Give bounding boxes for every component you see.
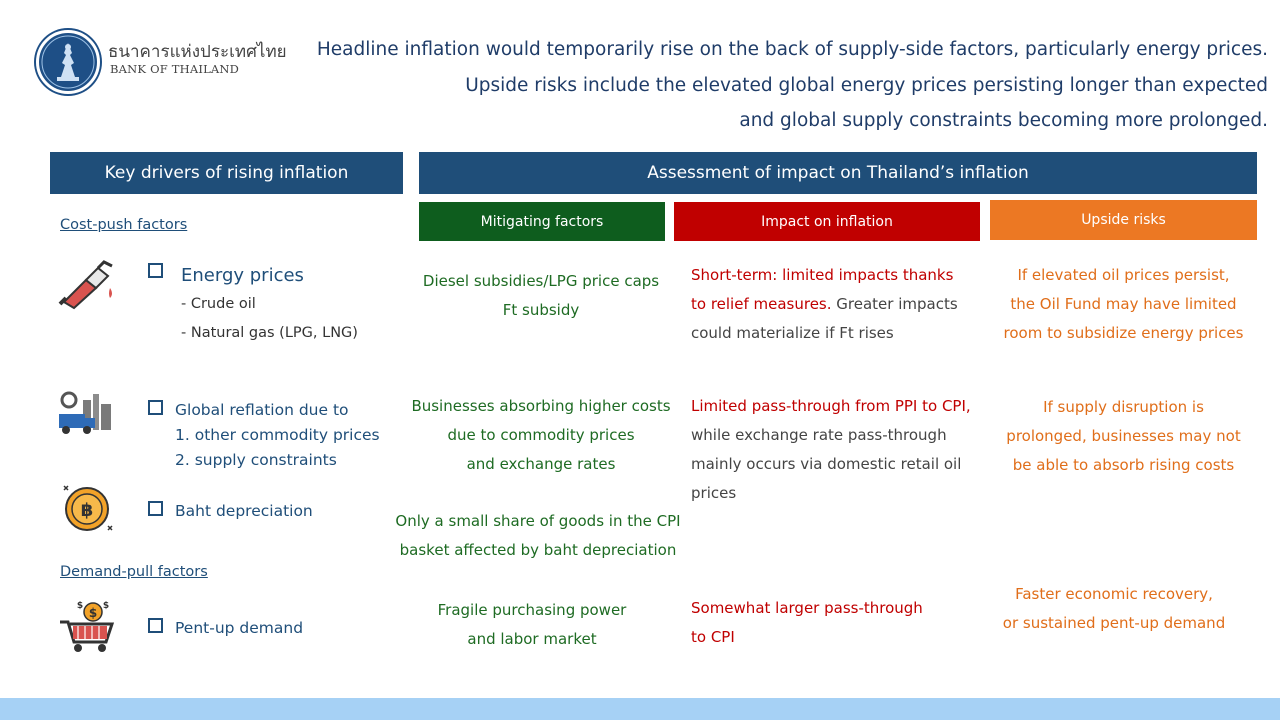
mitigating-reflation: Businesses absorbing higher costs due to… bbox=[411, 397, 671, 473]
baht-depreciation-checkbox bbox=[148, 501, 163, 516]
mitigating-energy: Diesel subsidies/LPG price caps Ft subsi… bbox=[422, 272, 660, 319]
reflation-item-supply: 2. supply constraints bbox=[175, 451, 337, 469]
energy-prices-title: Energy prices bbox=[181, 265, 304, 286]
factory-truck-icon bbox=[57, 390, 115, 440]
pent-up-demand-title: Pent-up demand bbox=[175, 619, 304, 637]
reflation-item-commodity: 1. other commodity prices bbox=[175, 426, 380, 444]
mitigating-baht: Only a small share of goods in the CPI b… bbox=[395, 512, 681, 559]
impact-pent-up: Somewhat larger pass-through to CPI bbox=[691, 599, 923, 646]
svg-text:$: $ bbox=[103, 601, 109, 611]
demand-pull-factors-label: Demand-pull factors bbox=[60, 564, 208, 580]
natural-gas-item: - Natural gas (LPG, LNG) bbox=[181, 325, 358, 341]
upside-pent-up: Faster economic recovery, or sustained p… bbox=[1002, 585, 1226, 632]
upside-risks-header: Upside risks bbox=[990, 200, 1257, 240]
headline: Headline inflation would temporarily ris… bbox=[288, 32, 1268, 139]
drivers-header: Key drivers of rising inflation bbox=[50, 152, 403, 194]
shopping-cart-money-icon: $ $ $ bbox=[58, 600, 116, 652]
footer-band bbox=[0, 698, 1280, 720]
baht-coin-icon: ฿ bbox=[60, 482, 118, 532]
crude-oil-item: - Crude oil bbox=[181, 296, 256, 312]
fuel-nozzle-icon bbox=[56, 258, 114, 310]
svg-text:$: $ bbox=[89, 606, 97, 620]
headline-line-3: and global supply constraints becoming m… bbox=[739, 110, 1268, 131]
mitigating-pent-up: Fragile purchasing power and labor marke… bbox=[437, 601, 627, 648]
impact-on-inflation-header: Impact on inflation bbox=[674, 202, 980, 241]
upside-energy: If elevated oil prices persist, the Oil … bbox=[1003, 266, 1244, 342]
bank-name-thai: ธนาคารแห่งประเทศไทย bbox=[108, 42, 287, 62]
svg-text:฿: ฿ bbox=[81, 500, 94, 521]
cost-push-factors-label: Cost-push factors bbox=[60, 217, 188, 233]
global-reflation-checkbox bbox=[148, 400, 163, 415]
assessment-header: Assessment of impact on Thailand’s infla… bbox=[419, 152, 1257, 194]
energy-prices-checkbox bbox=[148, 263, 163, 278]
headline-line-1: Headline inflation would temporarily ris… bbox=[316, 39, 1268, 60]
headline-line-2: Upside risks include the elevated global… bbox=[465, 74, 1268, 96]
svg-text:$: $ bbox=[77, 601, 83, 611]
bank-of-thailand-seal-icon bbox=[36, 30, 100, 94]
pent-up-demand-checkbox bbox=[148, 618, 163, 633]
global-reflation-title: Global reflation due to bbox=[175, 401, 349, 419]
impact-reflation: Limited pass-through from PPI to CPI, wh… bbox=[691, 397, 971, 502]
mitigating-factors-header: Mitigating factors bbox=[419, 202, 665, 241]
baht-depreciation-title: Baht depreciation bbox=[175, 502, 313, 520]
bank-name-english: BANK OF THAILAND bbox=[110, 62, 240, 76]
impact-energy: Short-term: limited impacts thanks to re… bbox=[691, 266, 958, 342]
upside-reflation: If supply disruption is prolonged, busin… bbox=[1006, 398, 1241, 474]
